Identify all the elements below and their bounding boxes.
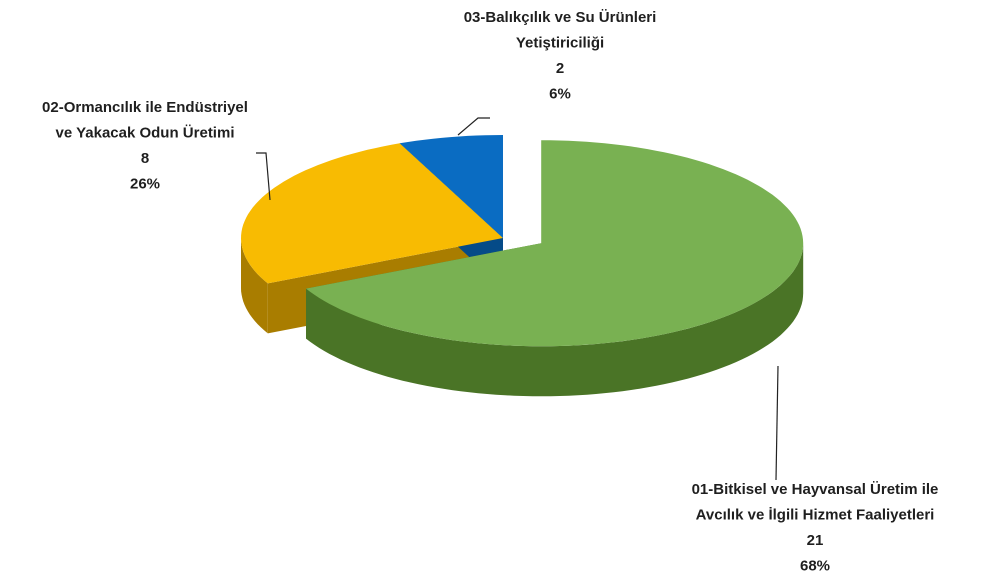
- slice-side: [306, 243, 804, 397]
- slice: [306, 140, 804, 347]
- data-label-name: Yetiştiriciliği: [516, 34, 604, 51]
- data-label-value: 2: [556, 60, 564, 77]
- data-label-value: 21: [807, 532, 824, 549]
- leader-line: [457, 117, 490, 136]
- data-label-percent: 68%: [800, 557, 830, 574]
- data-label-name: 03-Balıkçılık ve Su Ürünleri: [464, 9, 657, 26]
- data-label-name: 01-Bitkisel ve Hayvansal Üretim ile: [692, 481, 939, 498]
- data-label-name: ve Yakacak Odun Üretimi: [56, 124, 235, 141]
- slice-side: [241, 238, 268, 334]
- slice: [399, 135, 503, 238]
- data-label-percent: 6%: [549, 85, 571, 102]
- data-label-name: 02-Ormancılık ile Endüstriyel: [42, 99, 248, 116]
- data-label-percent: 26%: [130, 175, 160, 192]
- leader-line: [256, 152, 271, 201]
- leader-line: [775, 365, 779, 481]
- slice: [241, 143, 503, 284]
- data-label-value: 8: [141, 150, 149, 167]
- data-label-name: Avcılık ve İlgili Hizmet Faaliyetleri: [696, 506, 935, 523]
